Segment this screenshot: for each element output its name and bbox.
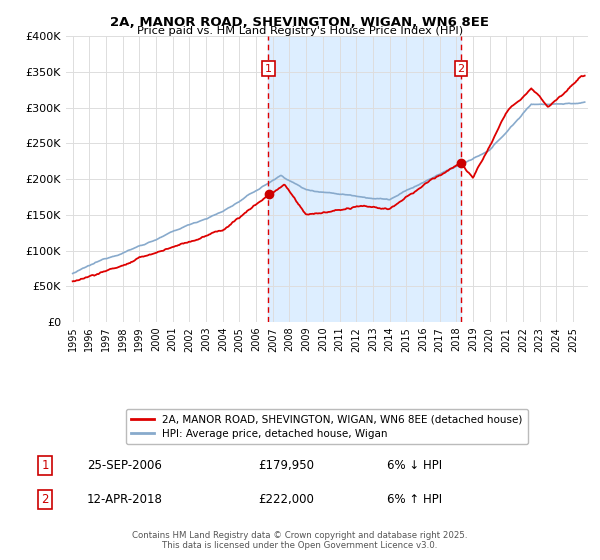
Text: 6% ↓ HPI: 6% ↓ HPI (387, 459, 442, 473)
Text: 2: 2 (457, 63, 464, 73)
Text: Contains HM Land Registry data © Crown copyright and database right 2025.
This d: Contains HM Land Registry data © Crown c… (132, 530, 468, 550)
Text: £179,950: £179,950 (258, 459, 314, 473)
Text: 12-APR-2018: 12-APR-2018 (87, 493, 163, 506)
Text: 25-SEP-2006: 25-SEP-2006 (87, 459, 162, 473)
Text: 1: 1 (41, 459, 49, 473)
Legend: 2A, MANOR ROAD, SHEVINGTON, WIGAN, WN6 8EE (detached house), HPI: Average price,: 2A, MANOR ROAD, SHEVINGTON, WIGAN, WN6 8… (126, 409, 528, 444)
Text: 2A, MANOR ROAD, SHEVINGTON, WIGAN, WN6 8EE: 2A, MANOR ROAD, SHEVINGTON, WIGAN, WN6 8… (110, 16, 490, 29)
Text: Price paid vs. HM Land Registry's House Price Index (HPI): Price paid vs. HM Land Registry's House … (137, 26, 463, 36)
Text: 2: 2 (41, 493, 49, 506)
Bar (268, 36, 461, 322)
Text: 6% ↑ HPI: 6% ↑ HPI (387, 493, 442, 506)
Text: £222,000: £222,000 (258, 493, 314, 506)
Text: 1: 1 (265, 63, 272, 73)
